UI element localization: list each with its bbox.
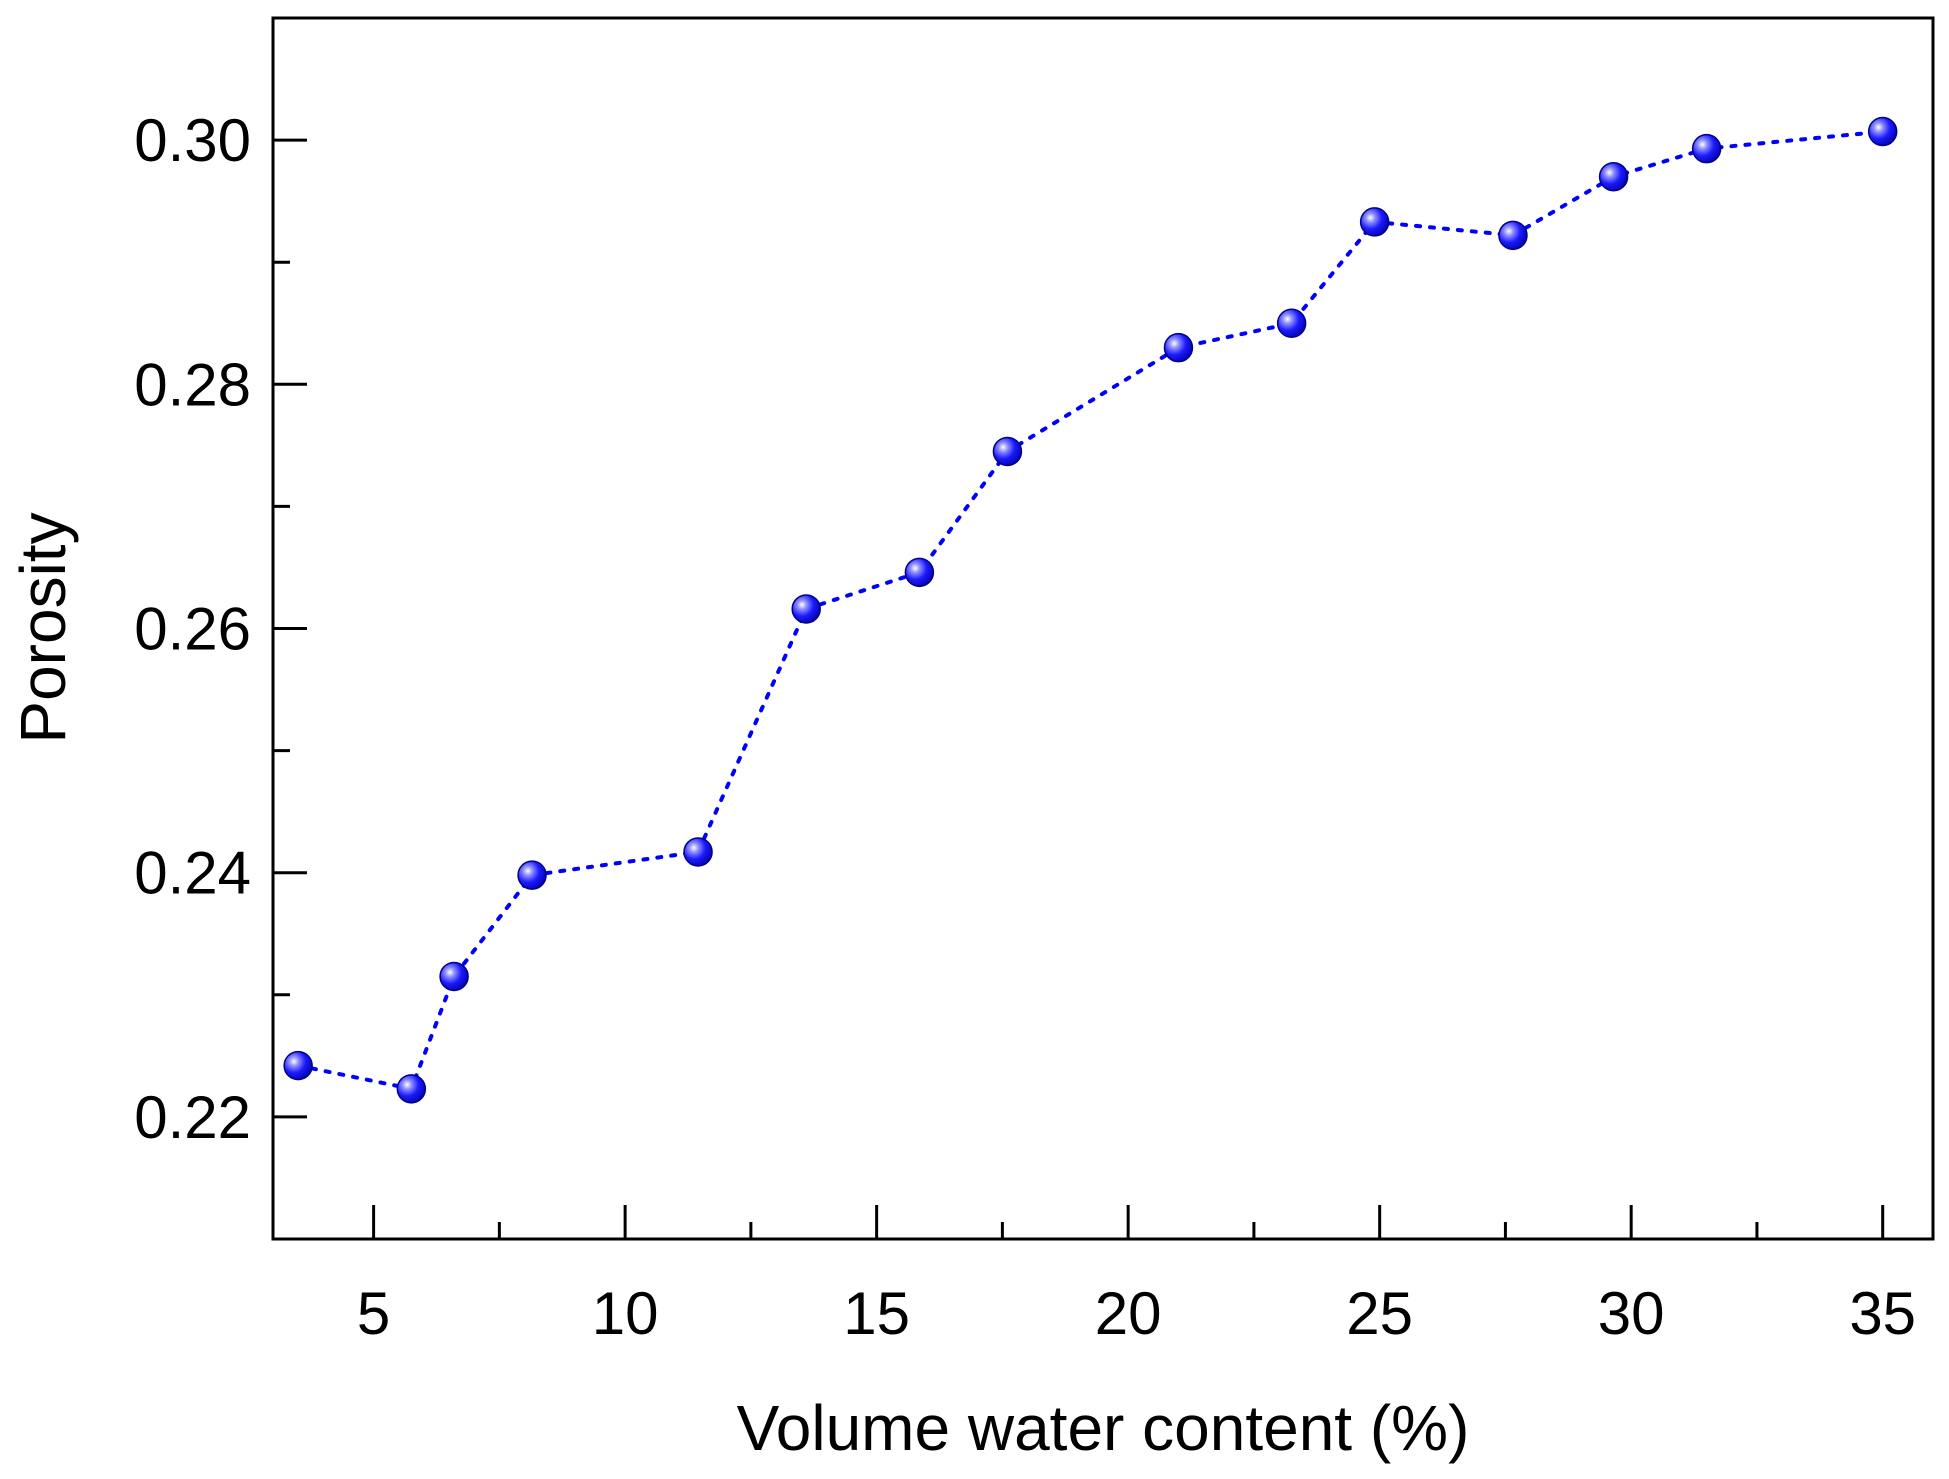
data-point <box>904 557 935 588</box>
y-axis-ticks <box>273 138 307 1119</box>
data-point <box>1276 308 1307 338</box>
x-tick-label: 35 <box>1849 1280 1916 1347</box>
x-tick-label: 30 <box>1598 1280 1665 1347</box>
data-point <box>283 1050 313 1081</box>
y-axis-title: Porosity <box>7 512 79 743</box>
series-line <box>296 129 1885 1092</box>
data-point <box>1691 133 1722 164</box>
data-point <box>1163 332 1194 363</box>
y-tick-label: 0.26 <box>134 596 251 663</box>
data-point <box>396 1074 427 1104</box>
data-point <box>683 837 713 867</box>
y-tick-label: 0.22 <box>134 1084 251 1151</box>
data-point <box>1598 161 1629 192</box>
x-tick-label: 5 <box>357 1280 390 1347</box>
x-axis-ticks <box>372 1205 1885 1239</box>
data-point <box>1498 220 1528 251</box>
data-point <box>1867 116 1898 147</box>
series-markers <box>283 116 1898 1104</box>
y-tick-label: 0.28 <box>134 351 251 418</box>
y-tick-label: 0.24 <box>134 840 251 907</box>
y-tick-label: 0.30 <box>134 107 251 174</box>
x-tick-label: 15 <box>843 1280 910 1347</box>
x-tick-label: 10 <box>592 1280 659 1347</box>
x-axis-title: Volume water content (%) <box>737 1392 1470 1464</box>
x-tick-label: 20 <box>1095 1280 1162 1347</box>
data-point <box>992 436 1023 467</box>
x-tick-label: 25 <box>1346 1280 1413 1347</box>
data-point <box>1359 207 1390 237</box>
y-axis-tick-labels: 0.22 0.24 0.26 0.28 0.30 <box>134 107 251 1151</box>
data-point <box>517 860 547 890</box>
data-point <box>791 594 821 624</box>
plot-area <box>271 16 1935 1241</box>
data-point <box>439 961 469 992</box>
x-axis-tick-labels: 5 10 15 20 25 30 35 <box>357 1280 1916 1347</box>
